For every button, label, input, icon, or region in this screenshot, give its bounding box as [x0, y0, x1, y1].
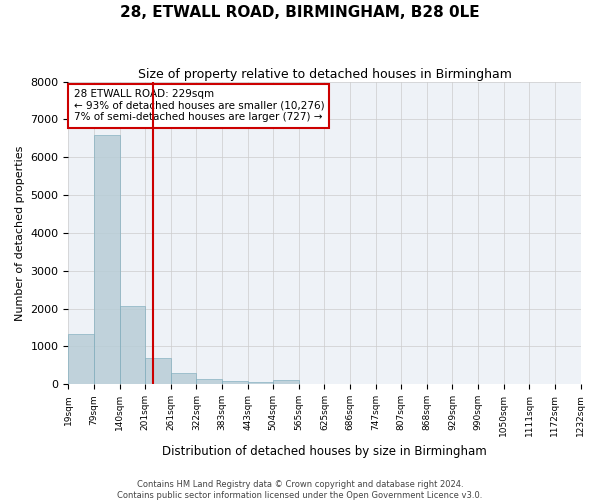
Text: 28, ETWALL ROAD, BIRMINGHAM, B28 0LE: 28, ETWALL ROAD, BIRMINGHAM, B28 0LE [120, 5, 480, 20]
Title: Size of property relative to detached houses in Birmingham: Size of property relative to detached ho… [137, 68, 511, 80]
Bar [171, 374, 196, 384]
Bar [222, 381, 248, 384]
Bar [196, 380, 222, 384]
Bar [145, 358, 171, 384]
Bar [94, 134, 119, 384]
Y-axis label: Number of detached properties: Number of detached properties [15, 146, 25, 320]
X-axis label: Distribution of detached houses by size in Birmingham: Distribution of detached houses by size … [162, 444, 487, 458]
Bar [248, 382, 273, 384]
Bar [273, 380, 299, 384]
Text: Contains HM Land Registry data © Crown copyright and database right 2024.
Contai: Contains HM Land Registry data © Crown c… [118, 480, 482, 500]
Bar [68, 334, 94, 384]
Bar [119, 306, 145, 384]
Text: 28 ETWALL ROAD: 229sqm
← 93% of detached houses are smaller (10,276)
7% of semi-: 28 ETWALL ROAD: 229sqm ← 93% of detached… [74, 89, 324, 122]
